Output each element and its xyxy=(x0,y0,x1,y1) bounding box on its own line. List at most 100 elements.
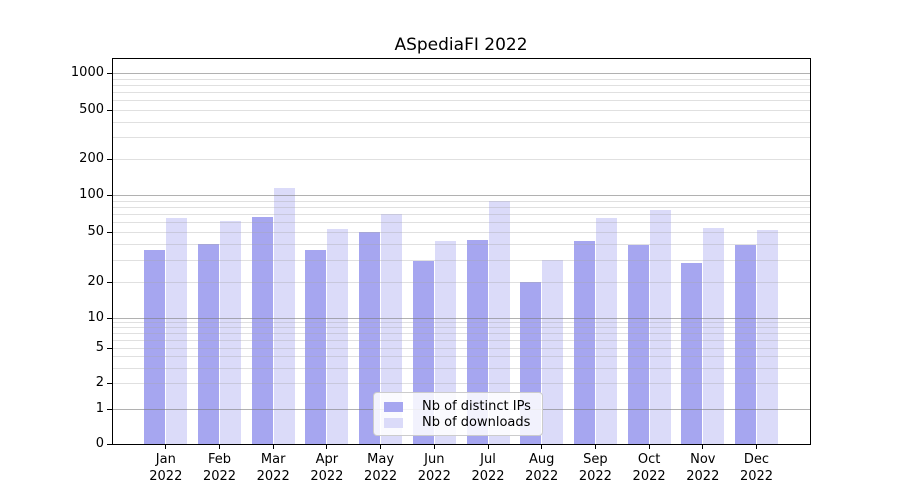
x-tick-mark xyxy=(219,445,220,449)
x-tick-year: 2022 xyxy=(471,469,505,484)
minor-gridline xyxy=(113,231,810,233)
x-tick-label: Nov 2022 xyxy=(673,451,733,485)
minor-gridline xyxy=(113,110,810,111)
minor-gridline xyxy=(113,121,810,123)
x-tick-mark xyxy=(756,445,757,449)
minor-gridline xyxy=(113,200,810,202)
minor-gridline xyxy=(113,339,810,341)
bar-distinct-ips xyxy=(305,249,327,444)
bar-distinct-ips xyxy=(198,243,219,444)
y-tick-mark xyxy=(107,347,112,349)
minor-gridline xyxy=(113,367,810,369)
bar-downloads xyxy=(757,229,778,444)
x-tick-month: Sep xyxy=(583,452,608,467)
y-tick-label: 5 xyxy=(95,339,104,355)
minor-gridline xyxy=(113,92,810,93)
x-tick-year: 2022 xyxy=(149,469,183,484)
x-tick-mark xyxy=(380,445,382,449)
x-tick-mark xyxy=(648,445,650,449)
x-tick-label: Jan 2022 xyxy=(136,451,196,485)
x-tick-month: Apr xyxy=(315,452,339,467)
x-tick-mark xyxy=(272,445,274,449)
minor-gridline xyxy=(113,243,810,245)
x-tick-mark xyxy=(541,445,543,449)
minor-gridline xyxy=(113,281,810,283)
x-tick-year: 2022 xyxy=(525,469,559,484)
x-tick-mark xyxy=(594,445,596,449)
x-tick-label: Dec 2022 xyxy=(727,451,787,485)
y-tick-mark xyxy=(107,195,112,197)
minor-gridline xyxy=(113,207,810,209)
x-tick-month: Dec xyxy=(743,452,770,467)
x-tick-mark xyxy=(702,445,704,449)
major-gridline xyxy=(113,73,810,74)
bar-downloads xyxy=(488,200,510,444)
x-tick-month: May xyxy=(367,452,395,467)
major-gridline xyxy=(113,195,810,197)
minor-gridline xyxy=(113,84,810,86)
x-tick-month: Jun xyxy=(424,452,445,467)
y-tick-mark xyxy=(107,317,112,319)
y-tick-label: 10 xyxy=(87,309,104,325)
legend-label: Nb of distinct IPs xyxy=(422,399,531,414)
bar-distinct-ips xyxy=(681,263,703,444)
bar-distinct-ips xyxy=(251,217,273,444)
legend-swatch-distinct-ips xyxy=(384,401,403,412)
x-tick-year: 2022 xyxy=(739,469,774,484)
x-tick-label: Feb 2022 xyxy=(190,451,250,485)
y-tick-mark xyxy=(107,444,112,445)
bar-downloads xyxy=(273,187,295,444)
bar-distinct-ips xyxy=(735,245,756,444)
x-tick-month: Nov xyxy=(690,452,716,467)
x-tick-year: 2022 xyxy=(417,469,451,484)
y-tick-mark xyxy=(107,409,112,410)
minor-gridline xyxy=(113,259,810,261)
minor-gridline xyxy=(113,214,810,216)
bar-downloads xyxy=(220,220,241,444)
minor-gridline xyxy=(113,327,810,329)
x-tick-label: Oct 2022 xyxy=(619,451,679,485)
plot-bottom-spine xyxy=(112,444,811,445)
y-tick-label: 0 xyxy=(95,436,104,451)
bar-downloads xyxy=(166,218,188,444)
x-tick-month: Feb xyxy=(207,452,232,467)
x-tick-year: 2022 xyxy=(686,469,720,484)
y-tick-label: 1 xyxy=(95,401,104,416)
minor-gridline xyxy=(113,100,810,102)
bar-downloads xyxy=(703,227,725,444)
x-tick-month: Jan xyxy=(155,452,176,467)
x-tick-label: May 2022 xyxy=(351,451,411,485)
legend-item-distinct-ips: Nb of distinct IPs xyxy=(384,399,534,414)
major-gridline xyxy=(113,317,810,319)
bar-downloads xyxy=(381,214,403,444)
minor-gridline xyxy=(113,383,810,385)
x-tick-mark xyxy=(326,445,328,449)
plot-left-spine xyxy=(112,58,113,445)
minor-gridline xyxy=(113,137,810,138)
minor-gridline xyxy=(113,322,810,324)
x-tick-label: Aug 2022 xyxy=(512,451,572,485)
x-tick-label: Sep 2022 xyxy=(565,451,625,485)
minor-gridline xyxy=(113,333,810,334)
x-tick-year: 2022 xyxy=(256,469,290,484)
x-tick-label: Mar 2022 xyxy=(243,451,303,485)
legend-item-downloads: Nb of downloads xyxy=(384,415,534,430)
plot-right-spine xyxy=(810,58,811,445)
y-tick-label: 20 xyxy=(87,273,104,289)
minor-gridline xyxy=(113,356,810,358)
y-tick-mark xyxy=(107,158,112,160)
chart-title: ASpediaFI 2022 xyxy=(394,35,528,55)
y-tick-label: 1000 xyxy=(70,65,104,80)
y-tick-label: 100 xyxy=(79,187,104,203)
y-tick-mark xyxy=(107,231,112,233)
x-tick-month: Jul xyxy=(480,452,496,467)
legend-label: Nb of downloads xyxy=(422,415,531,430)
x-tick-mark xyxy=(487,445,489,449)
minor-gridline xyxy=(113,78,810,80)
minor-gridline xyxy=(113,347,810,349)
plot-top-spine xyxy=(112,58,811,59)
x-tick-mark xyxy=(165,445,167,449)
bar-downloads xyxy=(595,218,617,444)
x-tick-year: 2022 xyxy=(632,469,666,484)
